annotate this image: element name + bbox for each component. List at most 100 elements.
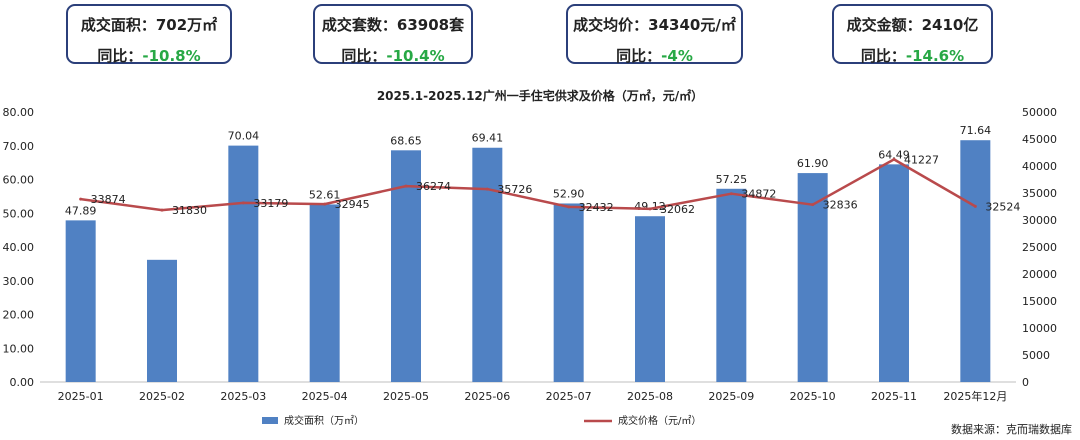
bar-2025-08 [635, 216, 665, 382]
bar-value-label: 52.61 [309, 188, 341, 201]
bar-value-label: 61.90 [797, 157, 829, 170]
kpi-card-amount: 成交金额：2410亿 同比：-14.6% [832, 4, 993, 65]
price-value-label: 33179 [253, 197, 288, 210]
line-series: 33874 31830 33179 32945 36274 35726 32432 32062… [79, 153, 1020, 217]
price-point [404, 184, 408, 188]
bar-2025-03 [228, 145, 259, 382]
y-right-tick-label: 5000 [1022, 349, 1050, 362]
kpi-amount-yoy: 同比：-14.6% [860, 47, 965, 65]
price-point [973, 204, 977, 208]
x-tick-label: 2025-03 [220, 390, 266, 403]
y-right-tick-label: 30000 [1022, 214, 1057, 227]
price-value-label: 36274 [416, 180, 451, 193]
bar-value-label: 70.04 [228, 130, 260, 143]
x-tick-label: 2025-05 [383, 390, 429, 403]
y-right-tick-label: 45000 [1022, 133, 1057, 146]
bar-2025-09 [716, 188, 747, 382]
price-point [241, 201, 245, 205]
x-tick-label: 2025-11 [871, 390, 917, 403]
bar-2025-07 [553, 203, 584, 382]
y-left-tick-label: 30.00 [3, 275, 35, 288]
x-tick-label: 2025-08 [627, 390, 673, 403]
y-left-tick-label: 60.00 [3, 174, 35, 187]
price-value-label: 34872 [741, 188, 776, 201]
bar-series: 47.89 70.04 52.61 68.65 69.41 52.90 49.12 57.25… [65, 124, 991, 382]
price-value-label: 32062 [660, 203, 695, 216]
y-right-tick-label: 0 [1022, 376, 1029, 389]
y-right-tick-label: 10000 [1022, 322, 1057, 335]
price-value-label: 32432 [579, 201, 614, 214]
y-axis-right: 0 5000 10000 15000 20000 25000 30000 35000 40000… [1022, 106, 1057, 389]
price-point [811, 203, 815, 207]
x-tick-label: 2025-02 [139, 390, 185, 403]
x-tick-label: 2025-10 [790, 390, 836, 403]
bar-value-label: 47.89 [65, 204, 97, 217]
x-tick-label: 2025-09 [708, 390, 754, 403]
y-left-tick-label: 0.00 [10, 376, 35, 389]
y-left-tick-label: 80.00 [3, 106, 35, 119]
price-point [648, 207, 652, 211]
price-point [79, 197, 83, 201]
price-point [729, 192, 733, 196]
price-value-label: 41227 [904, 153, 939, 166]
kpi-card-area: 成交面积：702万㎡ 同比：-10.8% [66, 4, 232, 65]
price-value-label: 32836 [823, 199, 858, 212]
kpi-units-yoy: 同比：-10.4% [341, 47, 445, 65]
x-tick-label: 2025-01 [58, 390, 104, 403]
bar-2025-06 [472, 147, 503, 382]
kpi-card-price: 成交均价：34340元/㎡ 同比：-4% [566, 4, 743, 65]
price-point [160, 208, 164, 212]
y-left-tick-label: 10.00 [3, 342, 35, 355]
bar-2025-01 [65, 220, 96, 382]
y-right-tick-label: 35000 [1022, 187, 1057, 200]
price-value-label: 32524 [985, 200, 1020, 213]
price-value-label: 33874 [91, 193, 126, 206]
bar-2025年12月 [960, 140, 991, 382]
legend: 成交面积（万㎡） 成交价格（元/㎡） [262, 414, 701, 427]
y-left-tick-label: 20.00 [3, 309, 35, 322]
y-right-tick-label: 25000 [1022, 241, 1057, 254]
price-point [892, 157, 896, 161]
y-right-tick-label: 40000 [1022, 160, 1057, 173]
bar-2025-10 [797, 173, 828, 382]
y-left-tick-label: 70.00 [3, 140, 35, 153]
bar-2025-02 [147, 259, 177, 382]
y-right-tick-label: 50000 [1022, 106, 1057, 119]
y-right-tick-label: 20000 [1022, 268, 1057, 281]
kpi-area-yoy: 同比：-10.8% [97, 47, 201, 65]
y-left-tick-label: 50.00 [3, 207, 35, 220]
x-tick-label: 2025-04 [302, 390, 348, 403]
price-point [323, 202, 327, 206]
y-right-tick-label: 15000 [1022, 295, 1057, 308]
kpi-price-text: 成交均价：34340元/㎡ [573, 16, 736, 34]
legend-line-label: 成交价格（元/㎡） [618, 414, 701, 427]
y-left-tick-label: 40.00 [3, 241, 35, 254]
kpi-units-text: 成交套数：63908套 [321, 16, 465, 34]
legend-bar-swatch [262, 417, 278, 424]
price-value-label: 35726 [497, 183, 532, 196]
bar-2025-11 [879, 164, 909, 382]
kpi-area-text: 成交面积：702万㎡ [80, 16, 218, 34]
price-point [567, 205, 571, 209]
bar-value-label: 68.65 [390, 134, 422, 147]
price-value-label: 31830 [172, 204, 207, 217]
kpi-card-units: 成交套数：63908套 同比：-10.4% [313, 4, 473, 65]
price-value-label: 32945 [335, 198, 370, 211]
legend-bar-label: 成交面积（万㎡） [284, 414, 364, 427]
bar-value-label: 64.49 [878, 148, 910, 161]
bar-value-label: 57.25 [716, 173, 748, 186]
chart-title: 2025.1-2025.12广州一手住宅供求及价格（万㎡，元/㎡） [377, 88, 703, 103]
x-axis-labels: 2025-01 2025-02 2025-03 2025-04 2025-05 2025-… [58, 389, 1008, 403]
bar-value-label: 71.64 [960, 124, 992, 137]
bar-value-label: 52.90 [553, 187, 585, 200]
data-source: 数据来源：克而瑞数据库 [951, 423, 1072, 436]
x-tick-label: 2025-07 [546, 390, 592, 403]
x-tick-label: 2025年12月 [943, 389, 1007, 403]
x-tick-label: 2025-06 [464, 390, 510, 403]
bar-2025-04 [309, 204, 340, 382]
price-point [485, 187, 489, 191]
bar-value-label: 69.41 [472, 132, 504, 145]
kpi-amount-text: 成交金额：2410亿 [846, 16, 979, 34]
y-axis-left: 0.00 10.00 20.00 30.00 40.00 50.00 60.00 70.00 8… [3, 106, 35, 389]
